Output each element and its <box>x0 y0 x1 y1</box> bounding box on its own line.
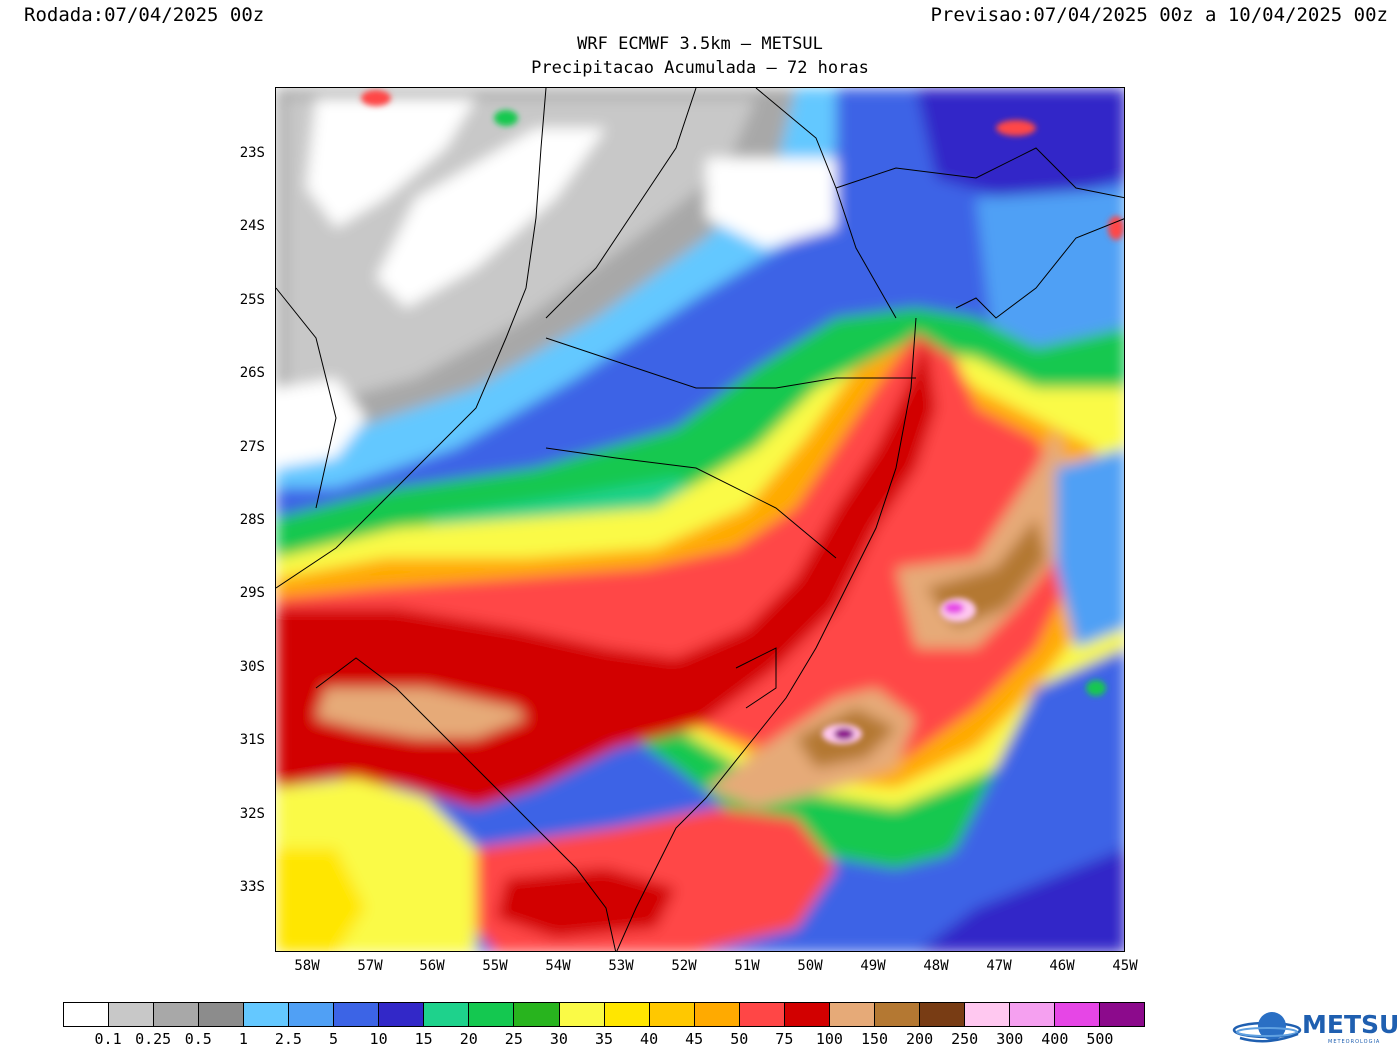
run-label: Rodada: <box>24 4 105 26</box>
lat-label-27s: 27S <box>239 439 265 455</box>
colorbar-swatch <box>1055 1003 1101 1026</box>
lon-label-45w: 45W <box>1112 958 1138 974</box>
lat-label-30s: 30S <box>239 659 265 675</box>
precipitation-field <box>276 88 1124 951</box>
colorbar-swatch <box>424 1003 470 1026</box>
lon-label-54w: 54W <box>545 958 571 974</box>
lon-label-51w: 51W <box>734 958 760 974</box>
lat-label-26s: 26S <box>239 365 265 381</box>
lon-label-46w: 46W <box>1049 958 1075 974</box>
forecast-value: 07/04/2025 00z a 10/04/2025 00z <box>1033 4 1388 26</box>
colorbar-label: 300 <box>996 1030 1024 1048</box>
colorbar-label: 1 <box>238 1030 248 1048</box>
lon-label-49w: 49W <box>860 958 886 974</box>
lon-label-56w: 56W <box>419 958 445 974</box>
colorbar-label: 50 <box>730 1030 749 1048</box>
colorbar-label: 250 <box>951 1030 979 1048</box>
colorbar-swatch <box>199 1003 245 1026</box>
lon-label-55w: 55W <box>482 958 508 974</box>
colorbar-swatch <box>649 1003 695 1026</box>
lat-label-33s: 33S <box>239 879 265 895</box>
colorbar-label: 500 <box>1086 1030 1114 1048</box>
colorbar-label: 100 <box>815 1030 843 1048</box>
lat-label-29s: 29S <box>239 585 265 601</box>
colorbar-label: 2.5 <box>274 1030 302 1048</box>
colorbar-swatch <box>874 1003 920 1026</box>
colorbar-swatch <box>244 1003 290 1026</box>
forecast-label: Previsao: <box>930 4 1034 26</box>
logo-tagline: METEOROLOGIA <box>1328 1039 1381 1045</box>
lat-label-31s: 31S <box>239 732 265 748</box>
colorbar-swatch <box>469 1003 515 1026</box>
colorbar-swatch <box>604 1003 650 1026</box>
colorbar-label: 0.5 <box>184 1030 212 1048</box>
colorbar-swatch <box>559 1003 605 1026</box>
map-title: WRF ECMWF 3.5km — METSUL <box>577 34 823 54</box>
colorbar-label: 45 <box>685 1030 704 1048</box>
colorbar-label: 75 <box>775 1030 794 1048</box>
colorbar-swatch <box>964 1003 1010 1026</box>
coastline-borders <box>276 88 1124 951</box>
colorbar-label: 15 <box>414 1030 433 1048</box>
lon-label-47w: 47W <box>986 958 1012 974</box>
metsul-logo: METSUL METEOROLOGIA <box>1232 1008 1400 1052</box>
colorbar-swatch <box>379 1003 425 1026</box>
colorbar-label: 40 <box>640 1030 659 1048</box>
colorbar-swatch <box>919 1003 965 1026</box>
logo-text: METSUL <box>1302 1010 1400 1039</box>
colorbar-label: 150 <box>860 1030 889 1048</box>
colorbar-swatch <box>739 1003 785 1026</box>
colorbar-swatch <box>154 1003 200 1026</box>
colorbar-label: 0.25 <box>135 1030 172 1048</box>
lat-label-32s: 32S <box>239 806 265 822</box>
colorbar-swatch <box>784 1003 830 1026</box>
run-value: 07/04/2025 00z <box>104 4 265 26</box>
colorbar-swatch <box>289 1003 335 1026</box>
colorbar-swatch <box>1100 1003 1145 1026</box>
precipitation-map <box>275 87 1125 952</box>
colorbar-label: 30 <box>549 1030 568 1048</box>
colorbar-label: 20 <box>459 1030 478 1048</box>
colorbar-swatch <box>109 1003 155 1026</box>
globe-icon <box>1232 1012 1302 1043</box>
colorbar-label: 0.1 <box>94 1030 122 1048</box>
colorbar-swatch <box>64 1003 110 1026</box>
run-info: Rodada:07/04/2025 00z <box>24 4 264 26</box>
lat-label-28s: 28S <box>239 512 265 528</box>
lat-label-24s: 24S <box>239 218 265 234</box>
lat-label-25s: 25S <box>239 292 265 308</box>
lon-label-57w: 57W <box>357 958 383 974</box>
lon-label-50w: 50W <box>797 958 823 974</box>
colorbar-swatch <box>694 1003 740 1026</box>
colorbar-label: 400 <box>1041 1030 1069 1048</box>
lon-label-58w: 58W <box>294 958 320 974</box>
forecast-info: Previsao:07/04/2025 00z a 10/04/2025 00z <box>930 4 1388 26</box>
colorbar-swatch <box>829 1003 875 1026</box>
lat-label-23s: 23S <box>239 145 265 161</box>
colorbar-label: 5 <box>328 1030 339 1048</box>
colorbar-swatch <box>1009 1003 1056 1026</box>
colorbar-label: 200 <box>906 1030 934 1048</box>
colorbar-swatch <box>334 1003 380 1026</box>
lon-label-53w: 53W <box>608 958 634 974</box>
lon-label-48w: 48W <box>923 958 949 974</box>
colorbar-swatch <box>514 1003 560 1026</box>
map-subtitle: Precipitacao Acumulada — 72 horas <box>531 58 869 78</box>
lon-label-52w: 52W <box>671 958 697 974</box>
colorbar-label: 25 <box>504 1030 523 1048</box>
precipitation-colorbar <box>63 1002 1145 1027</box>
colorbar-label: 35 <box>594 1030 614 1048</box>
colorbar-label: 10 <box>369 1030 388 1048</box>
